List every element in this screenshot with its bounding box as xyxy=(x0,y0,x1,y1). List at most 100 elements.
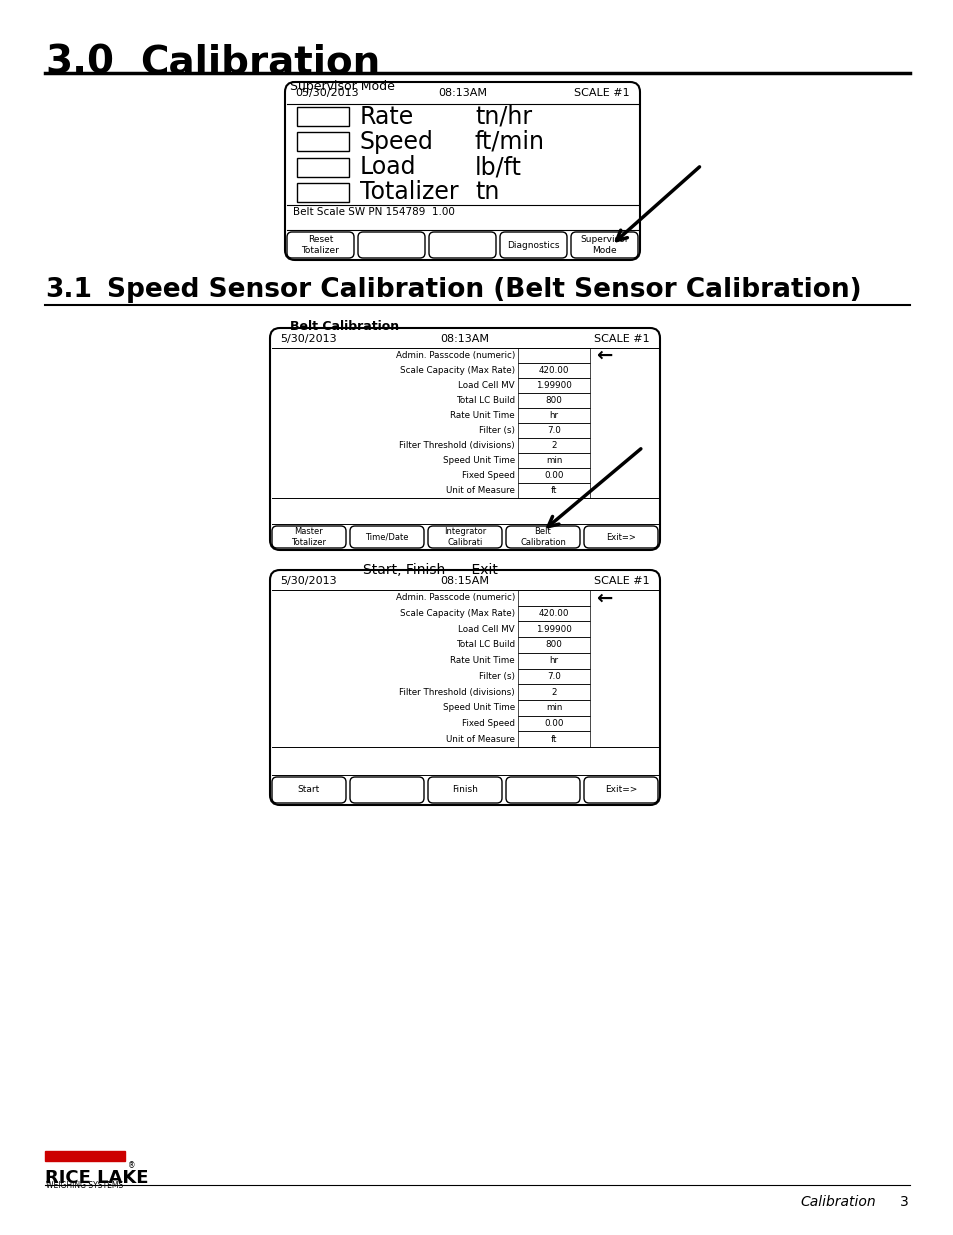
Text: 420.00: 420.00 xyxy=(538,366,569,375)
Text: Exit=>: Exit=> xyxy=(604,785,637,794)
Bar xyxy=(517,363,589,378)
Text: ←: ← xyxy=(596,346,612,366)
Text: Speed: Speed xyxy=(359,130,434,154)
Text: WEIGHING SYSTEMS: WEIGHING SYSTEMS xyxy=(46,1181,123,1191)
Text: Admin. Passcode (numeric): Admin. Passcode (numeric) xyxy=(395,593,515,603)
Text: Master
Totalizer: Master Totalizer xyxy=(292,527,326,547)
Text: 0.00: 0.00 xyxy=(543,471,563,480)
Text: 08:15AM: 08:15AM xyxy=(440,576,489,585)
Text: 08:13AM: 08:13AM xyxy=(437,88,486,98)
Text: Speed Sensor Calibration (Belt Sensor Calibration): Speed Sensor Calibration (Belt Sensor Ca… xyxy=(107,277,861,303)
Text: Speed Unit Time: Speed Unit Time xyxy=(442,456,515,466)
Text: Total LC Build: Total LC Build xyxy=(456,396,515,405)
Text: hr: hr xyxy=(549,411,558,420)
Text: Load Cell MV: Load Cell MV xyxy=(457,382,515,390)
Text: 05/30/2013: 05/30/2013 xyxy=(294,88,358,98)
Text: Integrator
Calibrati: Integrator Calibrati xyxy=(443,527,486,547)
Text: Fixed Speed: Fixed Speed xyxy=(461,471,515,480)
Bar xyxy=(517,731,589,747)
Text: 5/30/2013: 5/30/2013 xyxy=(280,576,336,585)
Text: Calibration: Calibration xyxy=(140,43,380,82)
Text: min: min xyxy=(545,456,561,466)
Text: 1.99900: 1.99900 xyxy=(536,382,572,390)
Text: Filter (s): Filter (s) xyxy=(478,672,515,680)
Text: ←: ← xyxy=(596,588,612,608)
Text: Scale Capacity (Max Rate): Scale Capacity (Max Rate) xyxy=(399,366,515,375)
Text: 3.0: 3.0 xyxy=(45,43,113,82)
Bar xyxy=(517,605,589,621)
Text: Filter Threshold (divisions): Filter Threshold (divisions) xyxy=(399,688,515,697)
Text: 08:13AM: 08:13AM xyxy=(440,333,489,345)
Text: 1.99900: 1.99900 xyxy=(536,625,572,634)
Text: Diagnostics: Diagnostics xyxy=(507,241,559,249)
Text: SCALE #1: SCALE #1 xyxy=(594,576,649,585)
Text: ft: ft xyxy=(550,735,557,743)
Text: hr: hr xyxy=(549,656,558,666)
Text: 3.1: 3.1 xyxy=(45,277,91,303)
Bar xyxy=(517,453,589,468)
Text: Start: Start xyxy=(297,785,320,794)
Text: Load: Load xyxy=(359,156,416,179)
Text: tn/hr: tn/hr xyxy=(475,105,532,128)
Bar xyxy=(296,183,349,201)
Text: 800: 800 xyxy=(545,641,562,650)
Bar xyxy=(517,438,589,453)
Text: Scale Capacity (Max Rate): Scale Capacity (Max Rate) xyxy=(399,609,515,618)
Text: Admin. Passcode (numeric): Admin. Passcode (numeric) xyxy=(395,351,515,359)
Text: ft/min: ft/min xyxy=(475,130,544,154)
Bar xyxy=(517,668,589,684)
Bar xyxy=(517,621,589,637)
Text: Supervisor Mode: Supervisor Mode xyxy=(290,80,395,93)
Text: 3: 3 xyxy=(899,1195,908,1209)
Bar xyxy=(296,132,349,152)
Text: Filter (s): Filter (s) xyxy=(478,426,515,435)
Text: Rate Unit Time: Rate Unit Time xyxy=(450,411,515,420)
Text: ®: ® xyxy=(128,1161,135,1170)
Text: 0.00: 0.00 xyxy=(543,719,563,727)
Text: 7.0: 7.0 xyxy=(546,672,560,680)
Text: RICE LAKE: RICE LAKE xyxy=(45,1170,149,1187)
Text: min: min xyxy=(545,703,561,713)
Bar xyxy=(517,393,589,408)
Bar xyxy=(296,107,349,126)
Text: Belt Calibration: Belt Calibration xyxy=(290,320,398,333)
Text: SCALE #1: SCALE #1 xyxy=(594,333,649,345)
Text: Unit of Measure: Unit of Measure xyxy=(446,487,515,495)
Text: Exit=>: Exit=> xyxy=(605,532,636,541)
Bar xyxy=(517,653,589,668)
Text: Unit of Measure: Unit of Measure xyxy=(446,735,515,743)
Bar xyxy=(517,684,589,700)
Bar xyxy=(517,590,589,605)
Text: 7.0: 7.0 xyxy=(546,426,560,435)
Text: Reset
Totalizer: Reset Totalizer xyxy=(301,236,339,254)
Bar xyxy=(517,424,589,438)
Bar xyxy=(517,637,589,653)
Text: 420.00: 420.00 xyxy=(538,609,569,618)
Bar xyxy=(517,378,589,393)
Text: Supervisor
Mode: Supervisor Mode xyxy=(579,236,628,254)
Text: Start, Finish      Exit: Start, Finish Exit xyxy=(362,563,497,577)
Text: Speed Unit Time: Speed Unit Time xyxy=(442,703,515,713)
Text: 2: 2 xyxy=(551,688,557,697)
Bar xyxy=(517,715,589,731)
Text: Finish: Finish xyxy=(452,785,477,794)
Text: Time/Date: Time/Date xyxy=(365,532,408,541)
Text: Total LC Build: Total LC Build xyxy=(456,641,515,650)
Text: 800: 800 xyxy=(545,396,562,405)
Bar xyxy=(517,348,589,363)
Text: tn: tn xyxy=(475,180,498,204)
Text: Calibration: Calibration xyxy=(800,1195,875,1209)
Text: ft: ft xyxy=(550,487,557,495)
Text: lb/ft: lb/ft xyxy=(475,156,521,179)
Text: 5/30/2013: 5/30/2013 xyxy=(280,333,336,345)
Bar xyxy=(517,700,589,715)
Text: Fixed Speed: Fixed Speed xyxy=(461,719,515,727)
Bar xyxy=(517,408,589,424)
Text: Totalizer: Totalizer xyxy=(359,180,458,204)
Text: Rate Unit Time: Rate Unit Time xyxy=(450,656,515,666)
Text: Belt
Calibration: Belt Calibration xyxy=(519,527,565,547)
Text: Filter Threshold (divisions): Filter Threshold (divisions) xyxy=(399,441,515,450)
Bar xyxy=(296,158,349,177)
Text: Rate: Rate xyxy=(359,105,414,128)
Text: Belt Scale SW PN 154789  1.00: Belt Scale SW PN 154789 1.00 xyxy=(293,207,455,217)
